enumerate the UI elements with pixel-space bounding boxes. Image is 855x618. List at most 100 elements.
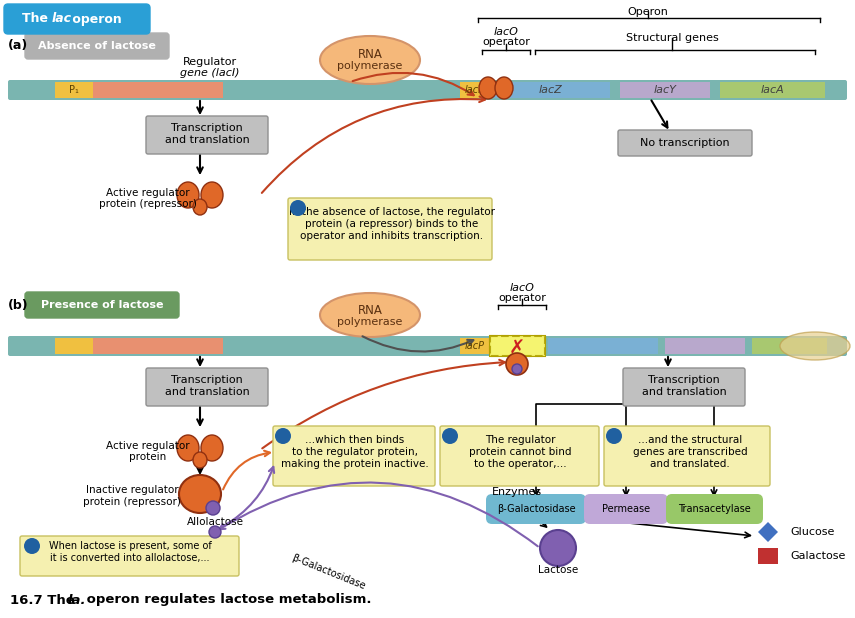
Text: polymerase: polymerase [338, 317, 403, 327]
Text: 1: 1 [295, 203, 301, 213]
Text: Active regulator: Active regulator [106, 441, 190, 451]
Text: Allolactose: Allolactose [186, 517, 244, 527]
Text: 5: 5 [610, 431, 617, 441]
Circle shape [442, 428, 458, 444]
FancyBboxPatch shape [8, 80, 847, 100]
Bar [55, 82, 93, 98]
Ellipse shape [193, 452, 207, 468]
FancyBboxPatch shape [8, 336, 847, 356]
Text: Transacetylase: Transacetylase [678, 504, 751, 514]
Text: lacO: lacO [493, 27, 518, 37]
Bar [758, 548, 778, 564]
FancyBboxPatch shape [623, 368, 745, 406]
Text: When lactose is present, some of: When lactose is present, some of [49, 541, 211, 551]
FancyBboxPatch shape [4, 4, 150, 34]
Text: (a): (a) [8, 40, 28, 53]
Text: and translated.: and translated. [650, 459, 730, 469]
Bar [93, 82, 223, 98]
Circle shape [24, 538, 40, 554]
Text: Absence of lactose: Absence of lactose [38, 41, 156, 51]
FancyBboxPatch shape [273, 426, 435, 486]
Text: making the protein inactive.: making the protein inactive. [281, 459, 429, 469]
Ellipse shape [179, 475, 221, 513]
FancyBboxPatch shape [288, 198, 492, 260]
Text: lacY: lacY [653, 85, 676, 95]
FancyBboxPatch shape [618, 130, 752, 156]
Ellipse shape [177, 435, 199, 461]
Text: 4: 4 [446, 431, 453, 441]
Text: ✗: ✗ [509, 339, 525, 357]
Text: RNA: RNA [357, 48, 382, 62]
Bar [490, 336, 545, 356]
Text: Transcription: Transcription [171, 123, 243, 133]
FancyBboxPatch shape [25, 292, 179, 318]
Ellipse shape [506, 353, 528, 375]
Text: protein (a repressor) binds to the: protein (a repressor) binds to the [305, 219, 479, 229]
Ellipse shape [201, 182, 223, 208]
Text: 16.7 The: 16.7 The [10, 593, 80, 606]
Text: Transcription: Transcription [171, 375, 243, 385]
Text: genes are transcribed: genes are transcribed [633, 447, 747, 457]
Text: and translation: and translation [641, 387, 727, 397]
Ellipse shape [193, 199, 207, 215]
Bar [490, 82, 610, 98]
Text: lac: lac [52, 12, 72, 25]
Text: and translation: and translation [165, 135, 250, 145]
FancyBboxPatch shape [584, 494, 668, 524]
Text: β-Galactosidase: β-Galactosidase [497, 504, 575, 514]
Bar [460, 82, 490, 98]
Bar [620, 82, 710, 98]
Ellipse shape [320, 36, 420, 84]
Circle shape [540, 530, 576, 566]
FancyBboxPatch shape [666, 494, 763, 524]
FancyBboxPatch shape [146, 368, 268, 406]
Text: operator: operator [482, 37, 530, 47]
Text: operator: operator [498, 293, 546, 303]
Text: RNA: RNA [357, 303, 382, 316]
Text: Inactive regulator: Inactive regulator [86, 485, 179, 495]
Bar [490, 336, 545, 356]
Text: The: The [22, 12, 52, 25]
Text: lacA: lacA [760, 85, 784, 95]
Text: to the operator,...: to the operator,... [474, 459, 566, 469]
Text: β-Galactosidase: β-Galactosidase [290, 552, 366, 591]
Bar [752, 338, 827, 354]
Text: The regulator: The regulator [485, 435, 555, 445]
Text: protein cannot bind: protein cannot bind [469, 447, 571, 457]
Text: No transcription: No transcription [640, 138, 730, 148]
Text: operator and inhibits transcription.: operator and inhibits transcription. [300, 231, 484, 241]
Text: ...which then binds: ...which then binds [305, 435, 404, 445]
Circle shape [290, 200, 306, 216]
Bar [93, 338, 223, 354]
FancyBboxPatch shape [604, 426, 770, 486]
Text: polymerase: polymerase [338, 61, 403, 71]
Text: Regulator: Regulator [183, 57, 237, 67]
FancyBboxPatch shape [146, 116, 268, 154]
Text: and translation: and translation [165, 387, 250, 397]
Polygon shape [758, 522, 778, 542]
Ellipse shape [177, 182, 199, 208]
Circle shape [606, 428, 622, 444]
Text: Structural genes: Structural genes [626, 33, 718, 43]
Text: Active regulator: Active regulator [106, 188, 190, 198]
Ellipse shape [495, 77, 513, 99]
Text: Permease: Permease [602, 504, 650, 514]
Text: gene (lacI): gene (lacI) [180, 68, 239, 78]
Circle shape [275, 428, 291, 444]
Text: operon regulates lactose metabolism.: operon regulates lactose metabolism. [82, 593, 372, 606]
Text: lacP: lacP [465, 341, 485, 351]
Circle shape [209, 526, 221, 538]
Bar [55, 338, 93, 354]
Circle shape [206, 501, 220, 515]
Bar [720, 82, 825, 98]
Text: Glucose: Glucose [790, 527, 834, 537]
Text: 2: 2 [28, 541, 35, 551]
Text: 3: 3 [280, 431, 286, 441]
Text: Operon: Operon [628, 7, 669, 17]
Text: Lactose: Lactose [538, 565, 578, 575]
Bar [665, 338, 745, 354]
Bar [548, 338, 658, 354]
Ellipse shape [780, 332, 850, 360]
Text: Transcription: Transcription [648, 375, 720, 385]
Text: ...and the structural: ...and the structural [638, 435, 742, 445]
